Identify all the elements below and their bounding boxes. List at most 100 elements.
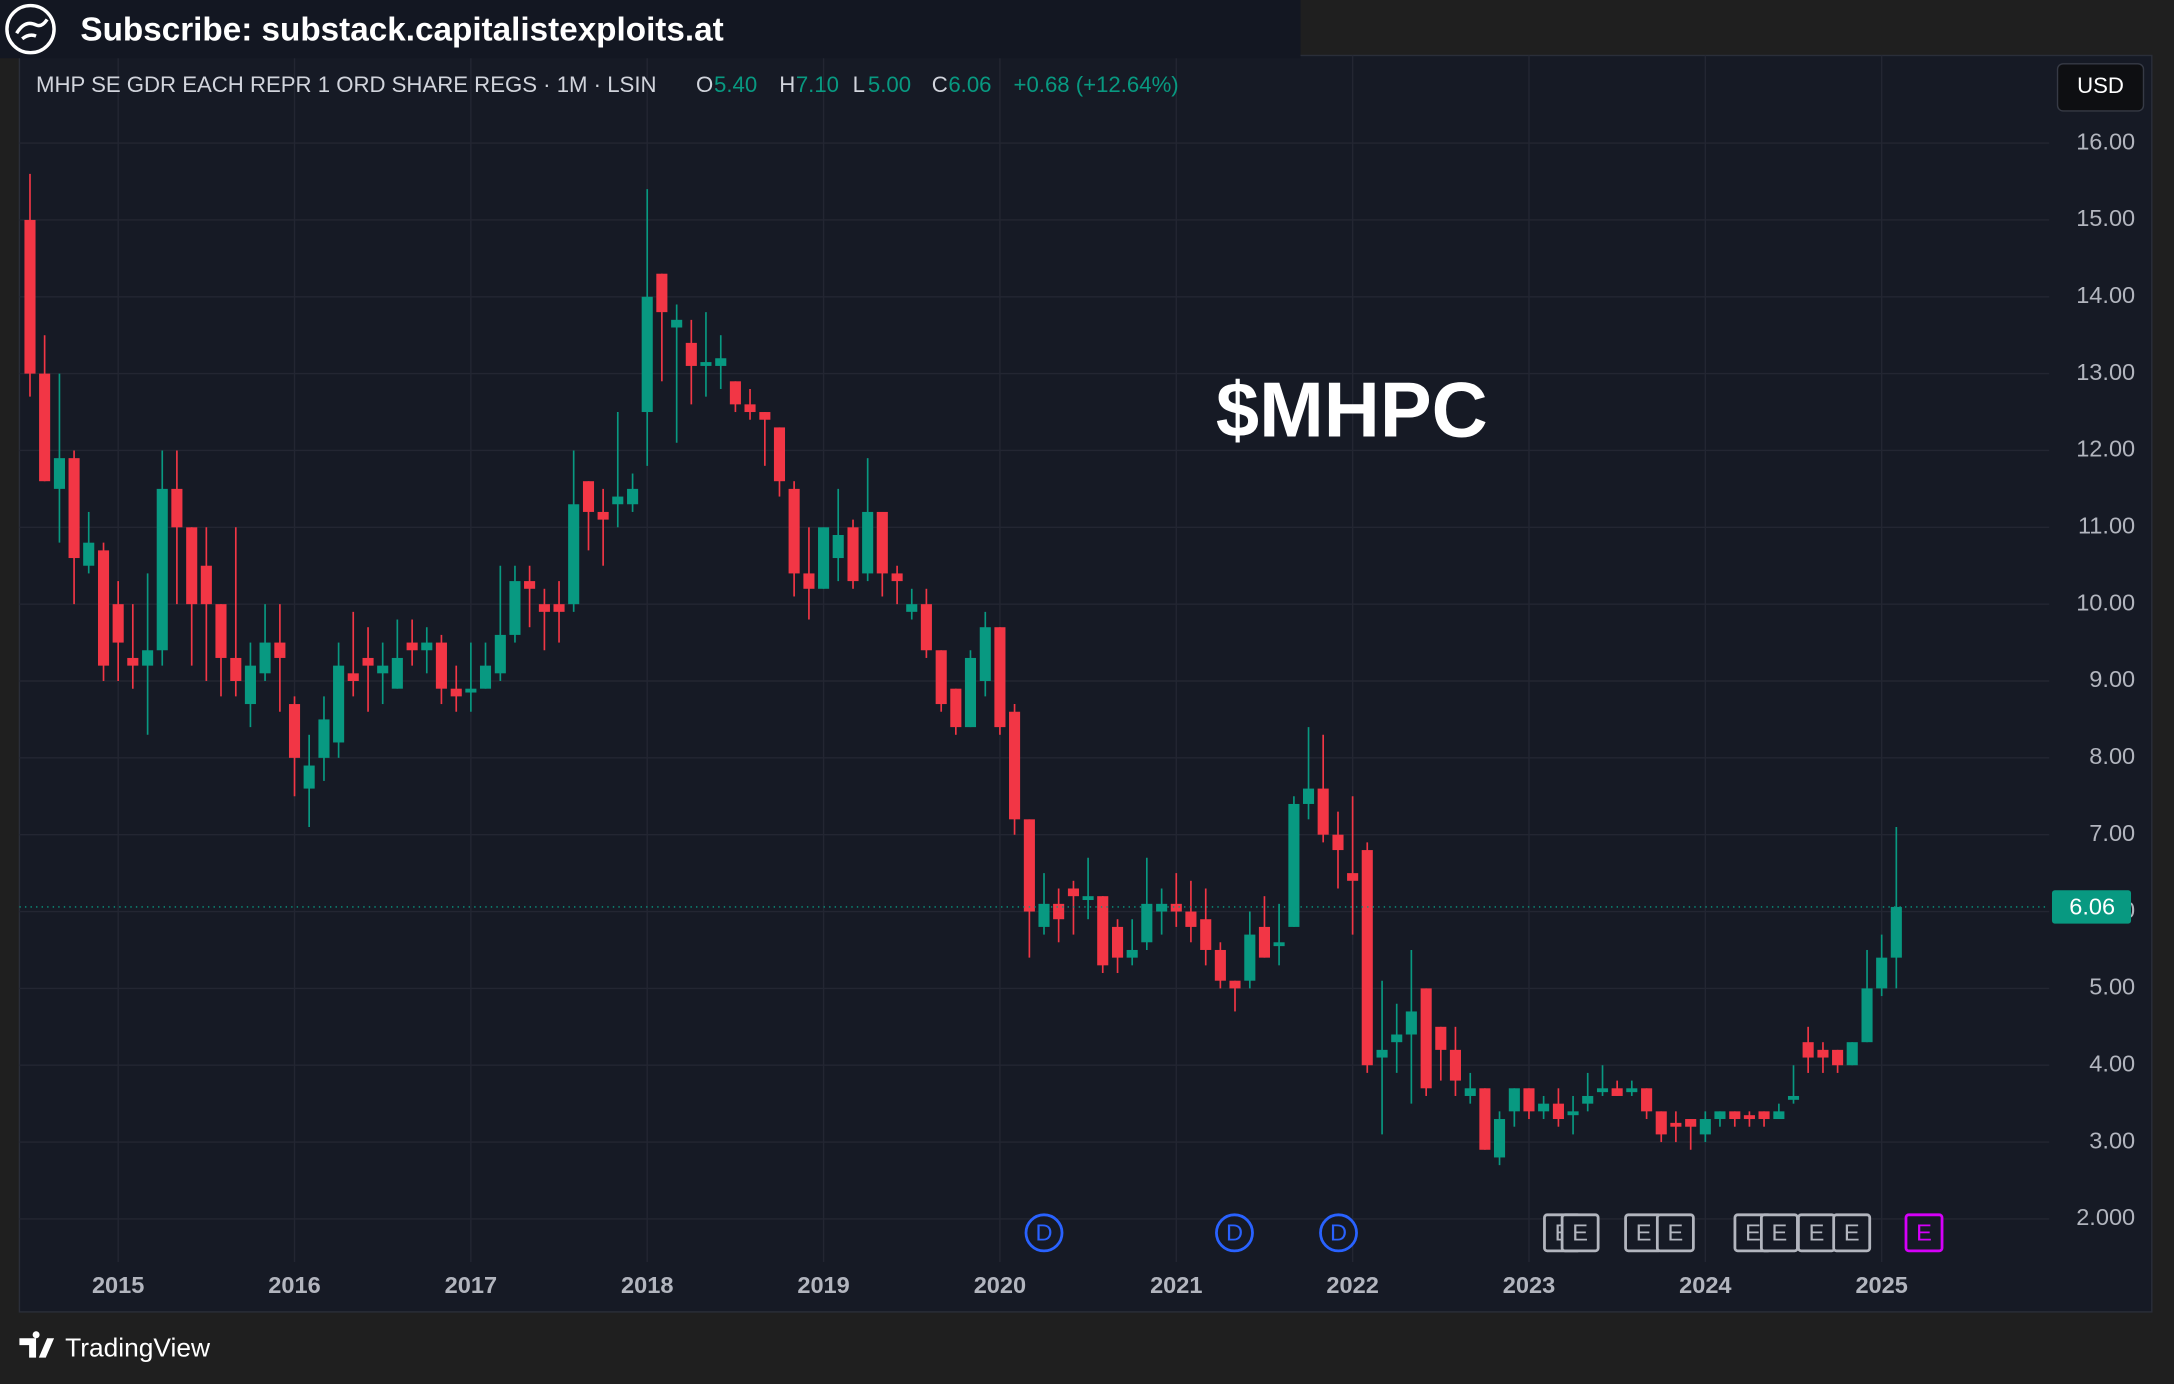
- y-tick-label: 11.00: [2078, 513, 2135, 539]
- event-label: E: [1844, 1219, 1860, 1245]
- candle-body: [1302, 788, 1315, 804]
- candle-body: [53, 458, 65, 489]
- candle-body: [906, 604, 918, 612]
- y-tick-label: 2.000: [2076, 1204, 2135, 1230]
- x-tick-label: 2024: [1679, 1272, 1731, 1298]
- candle-body: [24, 219, 36, 374]
- x-tick-label: 2021: [1150, 1272, 1202, 1298]
- candle-body: [1846, 1042, 1858, 1066]
- candle-body: [230, 657, 242, 682]
- candle-body: [97, 550, 110, 666]
- candle-body: [1405, 1011, 1417, 1035]
- candle-body: [1185, 911, 1197, 927]
- candle-body: [847, 527, 859, 582]
- candle-body: [1435, 1026, 1447, 1050]
- candle-body: [465, 688, 477, 693]
- candle-body: [1876, 957, 1888, 989]
- candle-body: [1112, 926, 1124, 958]
- candle-body: [1067, 888, 1080, 897]
- event-marker: [1832, 1213, 1872, 1253]
- candle-body: [186, 527, 198, 605]
- banner-logo-mark: [15, 18, 49, 41]
- candle-body: [1376, 1049, 1388, 1058]
- candle-body: [1156, 903, 1168, 912]
- x-tick-label: 2016: [268, 1272, 320, 1298]
- candle-body: [1596, 1088, 1609, 1093]
- event-marker: [1904, 1213, 1944, 1253]
- candle-body: [1508, 1088, 1520, 1112]
- event-label: E: [1636, 1219, 1652, 1245]
- candle-body: [1861, 988, 1873, 1043]
- candle-body: [1817, 1049, 1829, 1058]
- candle-body: [215, 604, 227, 658]
- event-label: E: [1809, 1219, 1825, 1245]
- candle-body: [435, 642, 447, 689]
- candle-body: [244, 665, 256, 705]
- x-tick-label: 2022: [1326, 1272, 1378, 1298]
- candle-body: [200, 565, 212, 605]
- event-marker: [1319, 1213, 1358, 1253]
- x-tick-label: 2020: [974, 1272, 1026, 1298]
- candle-body: [1552, 1103, 1564, 1120]
- candle-body: [1053, 903, 1065, 920]
- candle-body: [112, 604, 124, 643]
- candle-body: [406, 642, 418, 651]
- candle-body: [83, 542, 95, 566]
- currency-button[interactable]: [2056, 63, 2145, 112]
- candle-body: [1611, 1088, 1623, 1096]
- candle-body: [1258, 926, 1270, 958]
- event-label: D: [1330, 1219, 1347, 1245]
- candle-body: [1038, 903, 1050, 927]
- candle-body: [1670, 1122, 1682, 1127]
- candle-body: [1288, 803, 1300, 927]
- ohlc-value: 6.06: [948, 72, 991, 97]
- y-tick-label: 10.00: [2076, 589, 2135, 615]
- candle-body: [788, 488, 800, 574]
- x-tick-label: 2017: [445, 1272, 497, 1298]
- event-marker: [1655, 1213, 1695, 1253]
- candle-body: [1685, 1119, 1697, 1127]
- candle-body: [1023, 819, 1035, 912]
- candle-body: [876, 511, 888, 574]
- event-label: E: [1745, 1219, 1761, 1245]
- event-label: E: [1916, 1219, 1932, 1245]
- candle-body: [509, 581, 521, 635]
- y-tick-label: 16.00: [2076, 128, 2135, 154]
- candle-body: [1493, 1119, 1506, 1158]
- ohlc-value: 5.40: [714, 72, 757, 97]
- candle-body: [1714, 1111, 1726, 1120]
- candle-body: [744, 404, 756, 413]
- candle-body: [318, 719, 330, 758]
- candle-body: [759, 412, 771, 420]
- candle-body: [1758, 1111, 1770, 1120]
- candle-body: [1626, 1088, 1638, 1093]
- candle-body: [832, 534, 844, 559]
- event-marker: [1560, 1213, 1600, 1253]
- candle-body: [1582, 1095, 1594, 1104]
- y-tick-label: 12.00: [2076, 436, 2135, 462]
- candle-body: [1214, 949, 1226, 981]
- candle-body: [288, 704, 301, 758]
- candle-body: [1332, 834, 1344, 851]
- candle-body: [1449, 1049, 1461, 1081]
- candle-body: [1699, 1119, 1711, 1135]
- candle-body: [524, 581, 536, 589]
- event-label: D: [1226, 1219, 1243, 1245]
- candle-body: [156, 488, 168, 651]
- candle-body: [994, 627, 1006, 728]
- candle-body: [862, 511, 874, 574]
- currency-label[interactable]: USD: [2077, 73, 2124, 98]
- y-tick-label: 15.00: [2076, 205, 2135, 231]
- candle-body: [1464, 1088, 1476, 1096]
- candle-body: [597, 511, 609, 520]
- candle-body: [1273, 942, 1285, 947]
- symbol: MHP SE GDR EACH REPR 1 ORD SHARE REGS · …: [36, 72, 656, 97]
- candle-body: [1890, 906, 1902, 958]
- candle-body: [891, 573, 903, 582]
- candle-body: [1082, 896, 1094, 901]
- candle-body: [1802, 1042, 1814, 1058]
- candle-body: [1655, 1111, 1667, 1135]
- candle-body: [1743, 1115, 1755, 1120]
- candle-body: [1479, 1088, 1491, 1150]
- banner-text: Subscribe: substack.capitalistexploits.a…: [80, 12, 723, 49]
